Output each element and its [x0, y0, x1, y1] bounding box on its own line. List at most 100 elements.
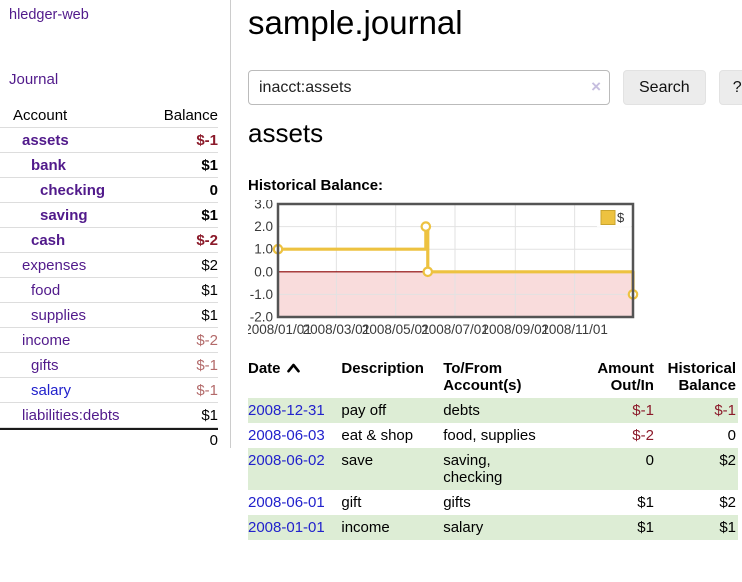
transaction-date-link[interactable]: 2008-06-03	[248, 427, 325, 444]
date-column-header[interactable]: Date	[248, 358, 341, 398]
account-link[interactable]: cash	[31, 231, 66, 249]
transaction-date-link[interactable]: 2008-01-01	[248, 519, 325, 536]
account-link[interactable]: supplies	[31, 306, 87, 324]
account-row: saving $1	[0, 203, 218, 228]
account-link[interactable]: bank	[31, 156, 67, 174]
account-balance: $-1	[196, 131, 218, 149]
svg-text:2.0: 2.0	[254, 219, 273, 234]
transaction-date-link[interactable]: 2008-12-31	[248, 402, 325, 419]
account-balance: $1	[201, 406, 218, 424]
svg-text:0.0: 0.0	[254, 264, 273, 279]
account-row: bank $1	[0, 153, 218, 178]
transaction-historical-balance: $2	[655, 448, 738, 490]
transaction-row: 2008-06-03 eat & shop food, supplies $-2 0	[248, 423, 738, 448]
accounts-total-value: 0	[209, 432, 218, 449]
transaction-row: 2008-01-01 income salary $1 $1	[248, 515, 738, 540]
account-balance: $2	[201, 256, 218, 274]
transaction-historical-balance: $1	[655, 515, 738, 540]
svg-text:2008/09/01: 2008/09/01	[482, 322, 550, 337]
account-row: gifts $-1	[0, 353, 218, 378]
accounts-table-header: Account Balance	[0, 103, 218, 128]
amount-column-header: Amount Out/In	[597, 360, 654, 394]
sidebar-item-journal[interactable]: Journal	[9, 71, 59, 88]
account-link[interactable]: assets	[22, 131, 69, 149]
account-row: food $1	[0, 278, 218, 303]
accounts-total-row: 0	[0, 428, 218, 451]
svg-text:2008/11/01: 2008/11/01	[541, 322, 608, 337]
account-balance: $1	[201, 206, 218, 224]
svg-text:2008/05/01: 2008/05/01	[362, 322, 430, 337]
transaction-date-link[interactable]: 2008-06-02	[248, 452, 325, 469]
account-link[interactable]: checking	[40, 181, 106, 199]
chart-heading: Historical Balance:	[248, 177, 384, 194]
account-balance: $-1	[196, 356, 218, 374]
account-link[interactable]: expenses	[22, 256, 87, 274]
svg-text:-1.0: -1.0	[250, 287, 273, 302]
account-link[interactable]: gifts	[31, 356, 59, 374]
search-button[interactable]: Search	[623, 70, 706, 105]
transaction-accounts: gifts	[443, 494, 471, 511]
transaction-row: 2008-06-02 save saving, checking 0 $2	[248, 448, 738, 490]
account-link[interactable]: liabilities:debts	[22, 406, 120, 424]
transactions-table: Date Description To/From Account(s) Amou…	[248, 358, 738, 540]
tofrom-column-header: To/From Account(s)	[443, 360, 522, 394]
svg-text:2008/03/01: 2008/03/01	[303, 322, 371, 337]
main-content: sample.journal × Search ? assets Histori…	[248, 0, 742, 540]
svg-text:$: $	[617, 210, 625, 225]
transaction-row: 2008-12-31 pay off debts $-1 $-1	[248, 398, 738, 423]
transaction-amount: $1	[588, 515, 656, 540]
sidebar: hledger-web Journal Account Balance asse…	[0, 0, 231, 451]
clear-search-icon[interactable]: ×	[591, 77, 601, 96]
transaction-accounts: saving, checking	[443, 448, 589, 490]
transaction-accounts: salary	[443, 515, 589, 540]
account-heading: assets	[248, 118, 324, 148]
transaction-accounts: debts	[443, 398, 589, 423]
transaction-description: save	[341, 448, 444, 490]
account-row: checking 0	[0, 178, 218, 203]
account-row: income $-2	[0, 328, 218, 353]
account-link[interactable]: salary	[31, 381, 72, 399]
accounts-table: Account Balance assets $-1 bank $1 checking 0…	[0, 103, 218, 451]
transaction-amount: 0	[588, 448, 656, 490]
account-balance: $1	[201, 306, 218, 324]
description-column-header: Description	[341, 360, 424, 377]
account-balance: $1	[201, 156, 218, 174]
account-row: salary $-1	[0, 378, 218, 403]
transaction-description: gift	[341, 494, 362, 511]
account-row: expenses $2	[0, 253, 218, 278]
account-balance: $-2	[196, 331, 218, 349]
search-input[interactable]	[248, 70, 610, 105]
transaction-historical-balance: $2	[719, 494, 736, 511]
transaction-accounts: food, supplies	[443, 427, 536, 444]
transaction-date-link[interactable]: 2008-06-01	[248, 494, 325, 511]
account-row: cash $-2	[0, 228, 218, 253]
transaction-description: income	[341, 515, 444, 540]
transaction-description: pay off	[341, 398, 444, 423]
svg-text:3.0: 3.0	[254, 200, 273, 212]
transactions-header-row: Date Description To/From Account(s) Amou…	[248, 358, 738, 398]
svg-text:2008/01/01: 2008/01/01	[248, 322, 312, 337]
account-balance: $-2	[196, 231, 218, 249]
balance-column-header: Balance	[163, 106, 218, 124]
account-link[interactable]: income	[22, 331, 71, 349]
svg-text:-2.0: -2.0	[250, 310, 273, 325]
search-help-button[interactable]: ?	[718, 70, 742, 105]
chevron-up-icon	[286, 360, 300, 377]
historical-balance-chart: $3.0 2.0 1.0 0.0 -1.0 -2.0 2008/01/01 2008/03/0…	[248, 200, 648, 345]
transaction-row: 2008-06-01 gift gifts $1 $2	[248, 490, 738, 515]
search-form: × Search ?	[248, 70, 742, 105]
account-balance: $-1	[196, 381, 218, 399]
app-title-link[interactable]: hledger-web	[9, 7, 89, 23]
svg-text:1.0: 1.0	[254, 242, 273, 257]
chart-canvas: $3.0 2.0 1.0 0.0 -1.0 -2.02008/01/012008/03/0…	[248, 200, 639, 337]
account-row: supplies $1	[0, 303, 218, 328]
account-link[interactable]: saving	[40, 206, 88, 224]
transaction-amount: $1	[637, 494, 654, 511]
transaction-historical-balance: 0	[727, 427, 736, 444]
transaction-amount: $-2	[632, 427, 654, 444]
date-header-label: Date	[248, 360, 281, 377]
account-link[interactable]: food	[31, 281, 61, 299]
historical-column-header: Historical Balance	[667, 360, 736, 394]
account-column-header: Account	[13, 106, 68, 124]
account-balance: $1	[201, 281, 218, 299]
